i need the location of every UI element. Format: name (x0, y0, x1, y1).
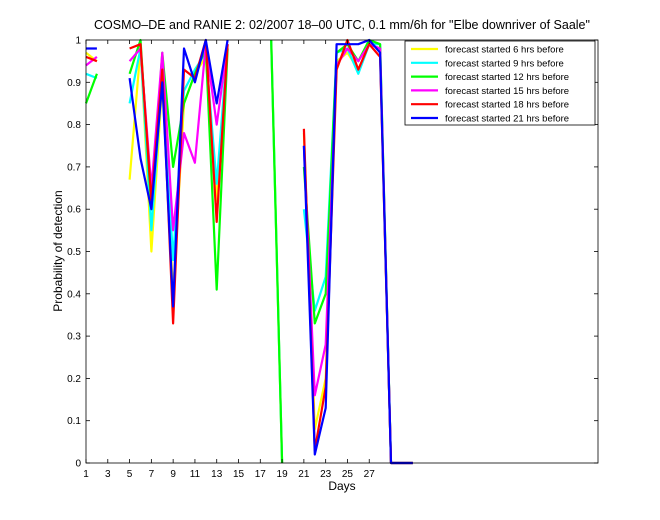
y-tick-label: 0.3 (67, 332, 81, 343)
x-tick-label: 7 (149, 469, 155, 480)
y-tick-label: 0.8 (67, 120, 81, 131)
legend-box (404, 40, 596, 126)
y-tick-label: 0.9 (67, 78, 81, 89)
y-tick-label: 0.5 (67, 247, 81, 258)
x-tick-label: 27 (364, 469, 376, 480)
legend: forecast started 6 hrs before forecast st… (404, 40, 596, 126)
y-tick-label: 0.1 (67, 416, 81, 427)
x-axis-label: Days (328, 479, 355, 493)
x-tick-label: 3 (105, 469, 111, 480)
chart-title: COSMO–DE and RANIE 2: 02/2007 18–00 UTC,… (94, 18, 590, 32)
y-tick-label: 0.4 (67, 289, 81, 300)
x-tick-label: 9 (170, 469, 176, 480)
y-tick-label: 0 (75, 459, 81, 470)
y-tick-label: 0.7 (67, 162, 81, 173)
legend-label-4: forecast started 15 hrs before (445, 86, 569, 97)
x-tick-label: 13 (211, 469, 223, 480)
x-tick-label: 25 (342, 469, 354, 480)
x-tick-label: 17 (255, 469, 267, 480)
ticks-layer: 1 3 5 7 9 11 13 15 17 19 21 23 25 2700.10.20.30.40.50… (67, 36, 598, 480)
legend-items: forecast started 6 hrs before forecast st… (411, 45, 569, 125)
x-tick-label: 21 (298, 469, 310, 480)
x-tick-label: 15 (233, 469, 245, 480)
legend-label-3: forecast started 12 hrs before (445, 72, 569, 83)
legend-label-6: forecast started 21 hrs before (445, 114, 569, 125)
y-tick-label: 0.2 (67, 374, 81, 385)
x-tick-label: 1 (83, 469, 89, 480)
x-tick-label: 11 (190, 469, 201, 480)
x-tick-label: 5 (127, 469, 133, 480)
legend-label-2: forecast started 9 hrs before (445, 58, 564, 69)
y-tick-label: 0.6 (67, 205, 81, 216)
y-axis-label: Probability of detection (51, 190, 65, 311)
series-line-3 (84, 38, 413, 465)
x-tick-label: 23 (320, 469, 332, 480)
legend-label-1: forecast started 6 hrs before (445, 45, 564, 56)
x-tick-label: 19 (277, 469, 289, 480)
legend-label-5: forecast started 18 hrs before (445, 100, 569, 111)
y-tick-label: 1 (75, 36, 81, 47)
